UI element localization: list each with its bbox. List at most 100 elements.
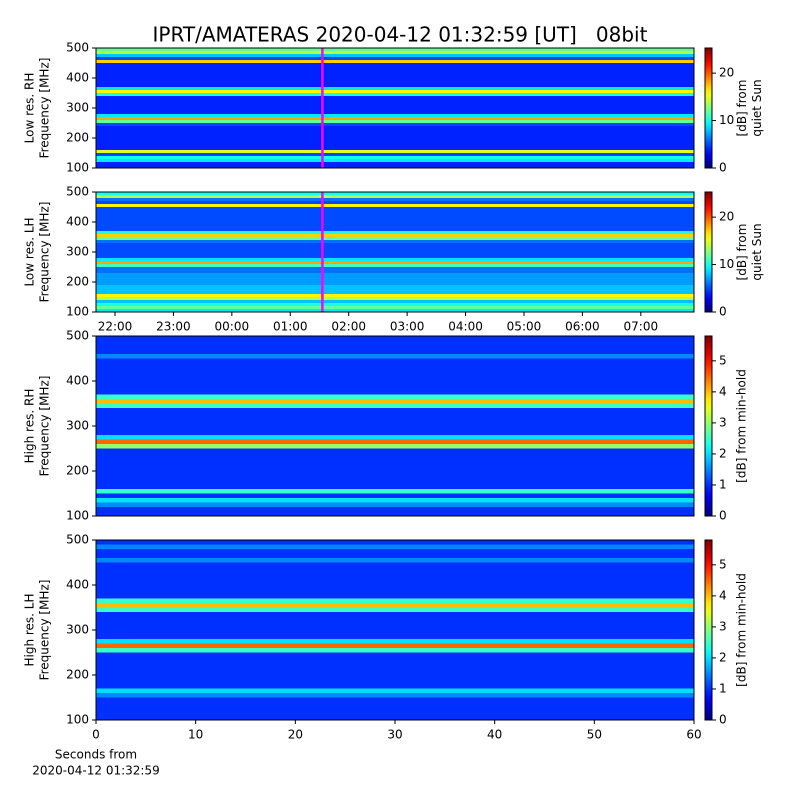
spectrum-band — [96, 607, 694, 612]
spectrum-band — [96, 390, 694, 395]
spectrum-band — [96, 675, 694, 680]
spectrum-band — [96, 72, 694, 75]
spectrum-band — [96, 129, 694, 132]
spectrum-band — [96, 108, 694, 111]
figure-title: IPRT/AMATERAS 2020-04-12 01:32:59 [UT] 0… — [153, 23, 648, 47]
colorbar-label: [dB] from — [735, 80, 749, 137]
colorbar-tick-label: 0 — [719, 713, 727, 727]
spectrum-band — [96, 228, 694, 231]
spectrum-band — [96, 48, 694, 51]
spectrum-band — [96, 63, 694, 66]
y-tick-label: 400 — [66, 374, 89, 388]
colorbar-tick-label: 2 — [719, 650, 727, 664]
spectrum-band — [96, 639, 694, 644]
spectrum-band — [96, 562, 694, 567]
colorbar — [704, 539, 713, 721]
x-tick-label: 07:00 — [624, 320, 659, 334]
x-tick-label: 01:00 — [273, 320, 308, 334]
spectrum-band — [96, 264, 694, 267]
spectrum-band — [96, 711, 694, 716]
spectrum-band — [96, 612, 694, 617]
spectrum-band — [96, 267, 694, 270]
spectrum-band — [96, 279, 694, 282]
spectrum-band — [96, 105, 694, 108]
spectrum-band — [96, 417, 694, 422]
y-tick-label: 500 — [66, 41, 89, 55]
y-axis-label: Low res. LH — [23, 217, 37, 286]
spectrum-band — [96, 66, 694, 69]
spectrum-band — [96, 258, 694, 261]
spectrum-band — [96, 457, 694, 462]
spectrum-band — [96, 69, 694, 72]
spectrum-band — [96, 243, 694, 246]
spectrum-band — [96, 87, 694, 90]
spectrum-band — [96, 634, 694, 639]
colorbar-tick-label: 10 — [719, 113, 734, 127]
spectrum-band — [96, 484, 694, 489]
spectrum-band — [96, 261, 694, 264]
y-tick-label: 100 — [66, 161, 89, 175]
spectrum-band — [96, 498, 694, 503]
spectrum-band — [96, 291, 694, 294]
spectrum-band — [96, 336, 694, 341]
spectrum-band — [96, 300, 694, 303]
x-tick-label: 02:00 — [331, 320, 366, 334]
colorbar-label: [dB] from — [735, 224, 749, 281]
spectrum-band — [96, 51, 694, 54]
x-axis-label: 2020-04-12 01:32:59 — [32, 764, 159, 778]
spectrum-band — [96, 54, 694, 57]
spectrum-band — [96, 144, 694, 147]
spectrum-band — [96, 589, 694, 594]
y-tick-label: 200 — [66, 131, 89, 145]
spectrum-band — [96, 363, 694, 368]
y-tick-label: 100 — [66, 509, 89, 523]
spectrum-band — [96, 670, 694, 675]
y-axis-label: High res. RH — [23, 389, 37, 464]
y-tick-label: 400 — [66, 71, 89, 85]
spectrum-band — [96, 489, 694, 494]
spectrum-band — [96, 367, 694, 372]
spectrum-band — [96, 84, 694, 87]
y-tick-label: 300 — [66, 101, 89, 115]
y-tick-label: 300 — [66, 419, 89, 433]
y-axis-label: Frequency [MHz] — [38, 580, 52, 681]
spectrum-band — [96, 204, 694, 207]
y-axis-label: High res. LH — [23, 593, 37, 666]
colorbar-tick-label: 0 — [719, 509, 727, 523]
spectrum-band — [96, 421, 694, 426]
spectrum-band — [96, 643, 694, 648]
spectrum-band — [96, 246, 694, 249]
x-tick-label: 03:00 — [390, 320, 425, 334]
spectrum-band — [96, 549, 694, 554]
x-tick-label: 04:00 — [448, 320, 483, 334]
spectrum-band — [96, 123, 694, 126]
spectrum-band — [96, 150, 694, 153]
spectrum-band — [96, 81, 694, 84]
spectrum-band — [96, 349, 694, 354]
spectrum-band — [96, 706, 694, 711]
spectrum-band — [96, 138, 694, 141]
spectrum-band — [96, 195, 694, 198]
x-tick-label: 00:00 — [215, 320, 250, 334]
spectrum-band — [96, 385, 694, 390]
x-axis-label: Seconds from — [55, 748, 137, 762]
x-tick-label: 22:00 — [98, 320, 133, 334]
spectrum-band — [96, 198, 694, 201]
spectrum-band — [96, 444, 694, 449]
y-tick-label: 200 — [66, 668, 89, 682]
x-tick-label: 20 — [288, 728, 303, 742]
spectrum-band — [96, 576, 694, 581]
x-tick-label: 30 — [387, 728, 402, 742]
spectrum-band — [96, 126, 694, 129]
spectrum-band — [96, 111, 694, 114]
spectrum-band — [96, 688, 694, 693]
colorbar-label: quiet Sun — [750, 223, 764, 280]
y-axis-label: Frequency [MHz] — [38, 58, 52, 159]
colorbar-tick-label: 1 — [719, 477, 727, 491]
spectrum-band — [96, 345, 694, 350]
spectrum-band — [96, 439, 694, 444]
spectrum-band — [96, 657, 694, 662]
spectrum-band — [96, 340, 694, 345]
spectrum-band — [96, 216, 694, 219]
spectrum-band — [96, 201, 694, 204]
